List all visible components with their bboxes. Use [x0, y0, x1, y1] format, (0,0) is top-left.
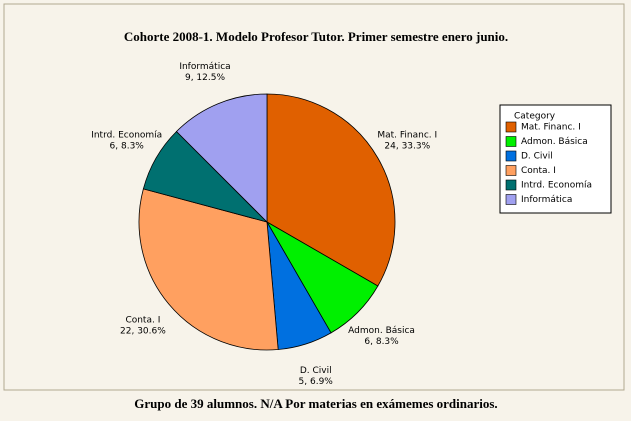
- legend-swatch: [505, 150, 517, 162]
- legend-swatch: [505, 136, 517, 147]
- legend-box: [499, 104, 612, 214]
- slice-value-label: 6, 8.3%: [364, 337, 399, 347]
- legend-title: Category: [514, 112, 556, 122]
- slice-value-label: 6, 8.3%: [110, 142, 145, 152]
- legend-label: Mat. Financ. I: [521, 123, 581, 133]
- chart-title: Cohorte 2008-1. Modelo Profesor Tutor. P…: [124, 29, 508, 44]
- legend-label: Admon. Básica: [521, 137, 588, 147]
- legend-label: Conta. I: [521, 166, 556, 176]
- slice-value-label: 5, 6.9%: [299, 377, 334, 387]
- legend-swatch: [505, 194, 517, 205]
- footnote: Grupo de 39 alumnos. N/A Por materias en…: [134, 396, 497, 411]
- slice-value-label: 22, 30.6%: [120, 327, 166, 337]
- slice-label: Informática: [179, 62, 230, 72]
- legend-label: D. Civil: [521, 152, 553, 162]
- legend-label: Intrd. Economía: [521, 181, 592, 191]
- slice-label: Mat. Financ. I: [377, 131, 437, 141]
- legend-swatch: [505, 121, 517, 133]
- legend-label: Informática: [521, 195, 572, 205]
- legend-swatch: [505, 165, 517, 176]
- slice-label: Intrd. Economía: [91, 131, 162, 141]
- slice-label: D. Civil: [300, 366, 332, 376]
- pie-slice: [266, 93, 396, 287]
- legend-swatch: [505, 179, 517, 191]
- pie-slice: [138, 188, 279, 351]
- slice-value-label: 9, 12.5%: [185, 73, 225, 83]
- slice-label: Admon. Básica: [348, 326, 415, 336]
- slice-value-label: 24, 33.3%: [384, 142, 430, 152]
- pie-slice: [175, 93, 268, 223]
- slice-label: Conta. I: [125, 316, 160, 326]
